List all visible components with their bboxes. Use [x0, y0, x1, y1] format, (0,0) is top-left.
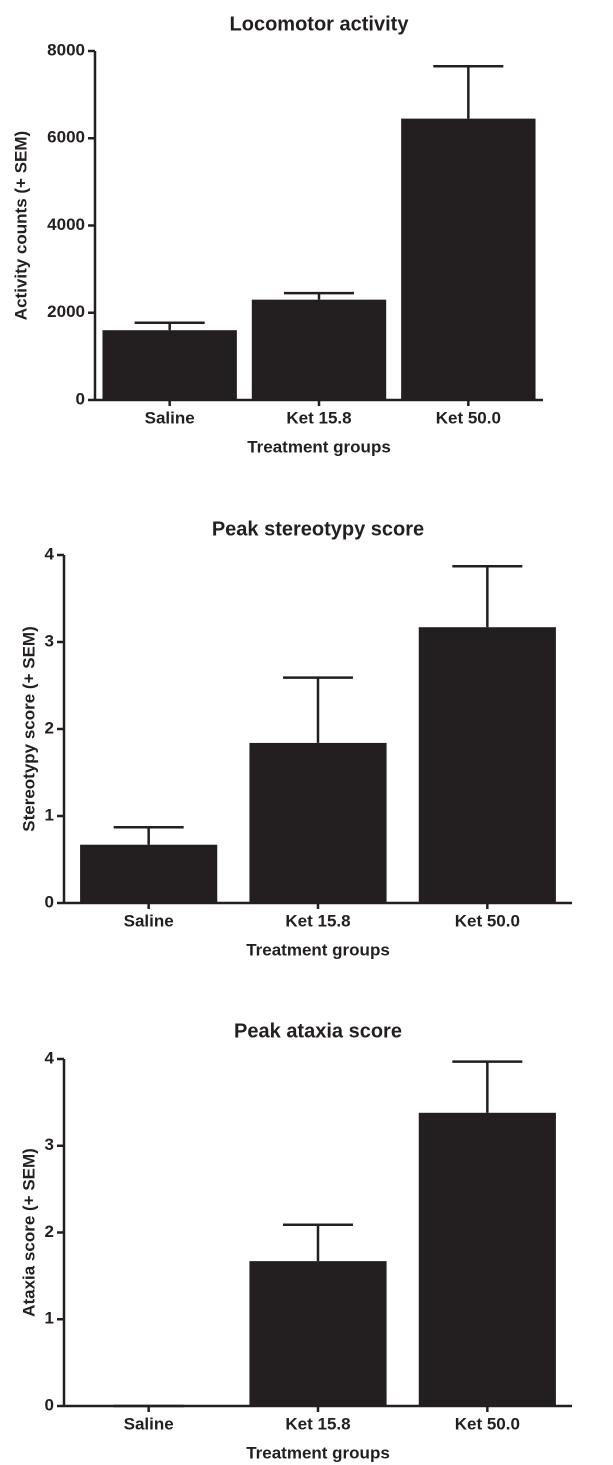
bar: [418, 627, 556, 903]
bar: [102, 330, 237, 400]
chart-title: Peak stereotypy score: [212, 518, 424, 540]
bar: [249, 742, 387, 903]
y-axis-label: Ataxia score (+ SEM): [19, 1148, 38, 1317]
x-tick-label: Ket 50.0: [455, 911, 520, 930]
x-tick-label: Ket 15.8: [285, 1414, 350, 1433]
y-tick-label: 1: [45, 805, 54, 824]
x-tick-label: Ket 50.0: [436, 408, 501, 427]
bar: [80, 844, 218, 903]
y-tick-label: 2: [45, 718, 54, 737]
chart-title: Locomotor activity: [230, 13, 410, 35]
y-axis-label: Stereotypy score (+ SEM): [19, 626, 38, 832]
bar: [251, 299, 387, 400]
bar: [249, 1261, 387, 1406]
y-tick-label: 2000: [47, 302, 85, 321]
y-tick-label: 4: [45, 544, 55, 563]
x-axis-label: Treatment groups: [246, 940, 390, 959]
bar: [401, 118, 536, 401]
x-tick-label: Ket 50.0: [455, 1414, 520, 1433]
y-tick-label: 4000: [47, 215, 85, 234]
y-tick-label: 0: [76, 389, 85, 408]
y-axis-label: Activity counts (+ SEM): [11, 131, 30, 320]
y-tick-label: 2: [45, 1222, 54, 1241]
x-tick-label: Saline: [124, 911, 174, 930]
y-tick-label: 4: [45, 1048, 55, 1067]
y-tick-label: 1: [45, 1309, 54, 1328]
x-axis-label: Treatment groups: [247, 437, 391, 456]
bar: [418, 1112, 556, 1406]
x-tick-label: Ket 15.8: [285, 911, 350, 930]
chart-title: Peak ataxia score: [234, 1020, 402, 1042]
x-tick-label: Ket 15.8: [286, 408, 351, 427]
y-tick-label: 0: [45, 1395, 54, 1414]
x-axis-label: Treatment groups: [246, 1443, 390, 1462]
y-tick-label: 3: [45, 1135, 54, 1154]
y-tick-label: 0: [45, 892, 54, 911]
y-tick-label: 8000: [47, 40, 85, 59]
y-tick-label: 6000: [47, 128, 85, 147]
y-tick-label: 3: [45, 631, 54, 650]
x-tick-label: Saline: [124, 1414, 174, 1433]
x-tick-label: Saline: [145, 408, 195, 427]
